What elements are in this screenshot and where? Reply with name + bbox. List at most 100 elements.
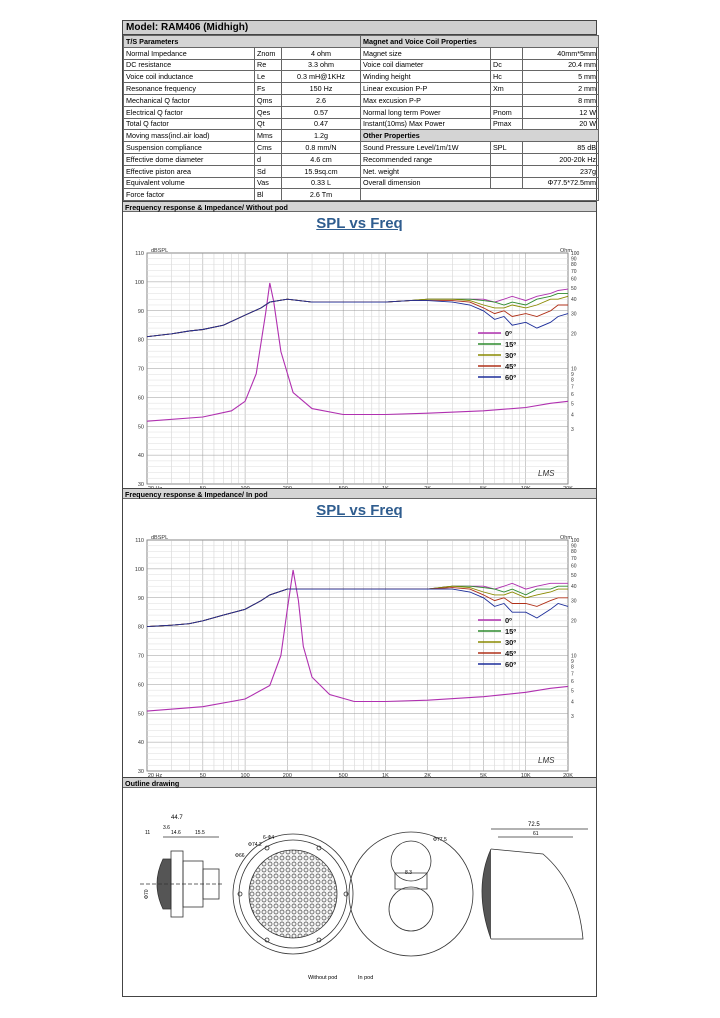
ts-name: Effective dome diameter: [123, 152, 255, 166]
ts-symbol: Qms: [254, 93, 282, 107]
prop-symbol: [490, 152, 524, 166]
y2-tick-label: 4: [571, 412, 574, 418]
spec-row: DC resistance Re 3.3 ohm Voice coil diamete…: [123, 58, 600, 72]
prop-value: Φ77.5*72.5mm: [522, 176, 600, 190]
x-tick-label: 50: [200, 773, 206, 778]
prop-name: Normal long term Power: [360, 105, 492, 119]
ts-symbol: Vas: [254, 176, 282, 190]
y2-tick-label: 70: [571, 556, 577, 562]
dim-70: Φ70: [144, 889, 150, 899]
y2-tick-label: 7: [571, 384, 574, 390]
ts-name: Voice coil inductance: [123, 70, 255, 84]
ts-value: 15.9sq.cm: [280, 164, 362, 178]
ts-name: Electrical Q factor: [123, 105, 255, 119]
y2-tick-label: 8: [571, 378, 574, 384]
spec-row: Force factor Bl 2.6 Tm: [123, 188, 600, 202]
dim-447: 44.7: [171, 815, 183, 821]
y2-tick-label: 60: [571, 564, 577, 570]
y2-axis-label: Ohm: [560, 535, 572, 541]
y2-tick-label: 10: [571, 654, 577, 660]
x-tick-label: 5K: [480, 773, 487, 778]
ts-value: 0.33 L: [280, 176, 362, 190]
ts-value: 4 ohm: [280, 46, 362, 60]
dim-36: 3.6: [163, 825, 170, 831]
legend-label: 60º: [505, 373, 516, 382]
y2-tick-label: 100: [571, 538, 580, 544]
dim-624: 6-Φ4: [263, 835, 274, 841]
y-tick-label: 110: [135, 251, 144, 257]
mag-header: Magnet and Voice Coil Properties: [360, 35, 600, 48]
ts-value: 2.6 Tm: [280, 188, 362, 202]
spec-row: Effective dome diameter d 4.6 cm Recommende…: [123, 152, 600, 166]
y2-tick-label: 60: [571, 277, 577, 283]
spl-series-line: [146, 588, 569, 628]
y2-tick-label: 40: [571, 584, 577, 590]
prop-value: 237g: [522, 164, 600, 178]
prop-value: 200-20k Hz: [522, 152, 600, 166]
prop-value: 8 mm: [522, 93, 600, 107]
prop-symbol: Pnom: [490, 105, 524, 119]
y2-tick-label: 30: [571, 311, 577, 317]
y2-tick-label: 10: [571, 367, 577, 373]
y2-tick-label: 3: [571, 427, 574, 433]
ts-name: Mechanical Q factor: [123, 93, 255, 107]
prop-name: Recommended range: [360, 152, 492, 166]
ts-symbol: Qes: [254, 105, 282, 119]
ts-name: Normal Impedance: [123, 46, 255, 60]
ts-symbol: Fs: [254, 82, 282, 95]
x-tick-label: 20K: [563, 773, 573, 778]
ts-value: 150 Hz: [280, 82, 362, 95]
spec-table: T/S Parameters Magnet and Voice Coil Prop…: [122, 35, 600, 202]
spec-row: Mechanical Q factor Qms 2.6 Max excusion P-…: [123, 93, 600, 107]
prop-value: 12 W: [522, 105, 600, 119]
y-tick-label: 90: [138, 596, 144, 602]
y-tick-label: 90: [138, 309, 144, 315]
ts-value: 4.6 cm: [280, 152, 362, 166]
y2-tick-label: 5: [571, 401, 574, 407]
empty-cell: [360, 188, 600, 202]
spl-series-line: [146, 298, 569, 338]
dim-725: 72.5: [528, 822, 540, 828]
legend-label: 45º: [505, 362, 516, 371]
ts-name: Effective piston area: [123, 164, 255, 178]
x-tick-label: 100: [240, 773, 249, 778]
prop-name: Magnet size: [360, 46, 492, 60]
prop-symbol: Hc: [490, 70, 524, 84]
ts-name: Force factor: [123, 188, 255, 202]
x-tick-label: 200: [283, 773, 292, 778]
outline-drawing: 44.7 3.6 11 14.6 15.5 Φ74.2 6-Φ4 Φ66 Φ70: [140, 815, 588, 981]
y2-tick-label: 9: [571, 372, 574, 378]
spl-chart-1: 20 Hz501002005001K2K5K10K20K304050607080…: [135, 248, 580, 492]
y2-tick-label: 90: [571, 543, 577, 549]
ts-name: Resonance frequency: [123, 82, 255, 95]
y-tick-label: 50: [138, 711, 144, 717]
ts-symbol: Sd: [254, 164, 282, 178]
ts-symbol: Qt: [254, 117, 282, 131]
ts-symbol: Re: [254, 58, 282, 72]
y2-tick-label: 30: [571, 598, 577, 604]
y2-tick-label: 4: [571, 699, 574, 705]
label-without-pod: Without pod: [308, 975, 337, 981]
front-view: [232, 833, 354, 955]
spec-row: Electrical Q factor Qes 0.57 Normal long te…: [123, 105, 600, 119]
prop-symbol: Dc: [490, 58, 524, 72]
y-tick-label: 40: [138, 740, 144, 746]
dim-742: Φ74.2: [248, 842, 262, 848]
spec-row: Resonance frequency Fs 150 Hz Linear excusi…: [123, 82, 600, 95]
y2-tick-label: 7: [571, 671, 574, 677]
section-without-pod: Frequency response & Impedance/ Without …: [123, 201, 596, 212]
y-tick-label: 50: [138, 424, 144, 430]
prop-symbol: SPL: [490, 141, 524, 154]
spec-row: Total Q factor Qt 0.47 Instant(10ms) Max Po…: [123, 117, 600, 131]
y-tick-label: 70: [138, 367, 144, 373]
spec-sheet: Model: RAM406 (Midhigh) T/S Parameters Ma…: [122, 20, 600, 997]
y-axis-label: dBSPL: [151, 248, 168, 254]
y-tick-label: 110: [135, 538, 144, 544]
legend-label: 45º: [505, 649, 516, 658]
impedance-line: [146, 282, 569, 422]
spec-row: Suspension compliance Cms 0.8 mm/N Sound Pr…: [123, 141, 600, 154]
ts-value: 0.8 mm/N: [280, 141, 362, 154]
prop-name: Overall dimension: [360, 176, 492, 190]
y2-tick-label: 3: [571, 714, 574, 720]
prop-symbol: [490, 46, 524, 60]
